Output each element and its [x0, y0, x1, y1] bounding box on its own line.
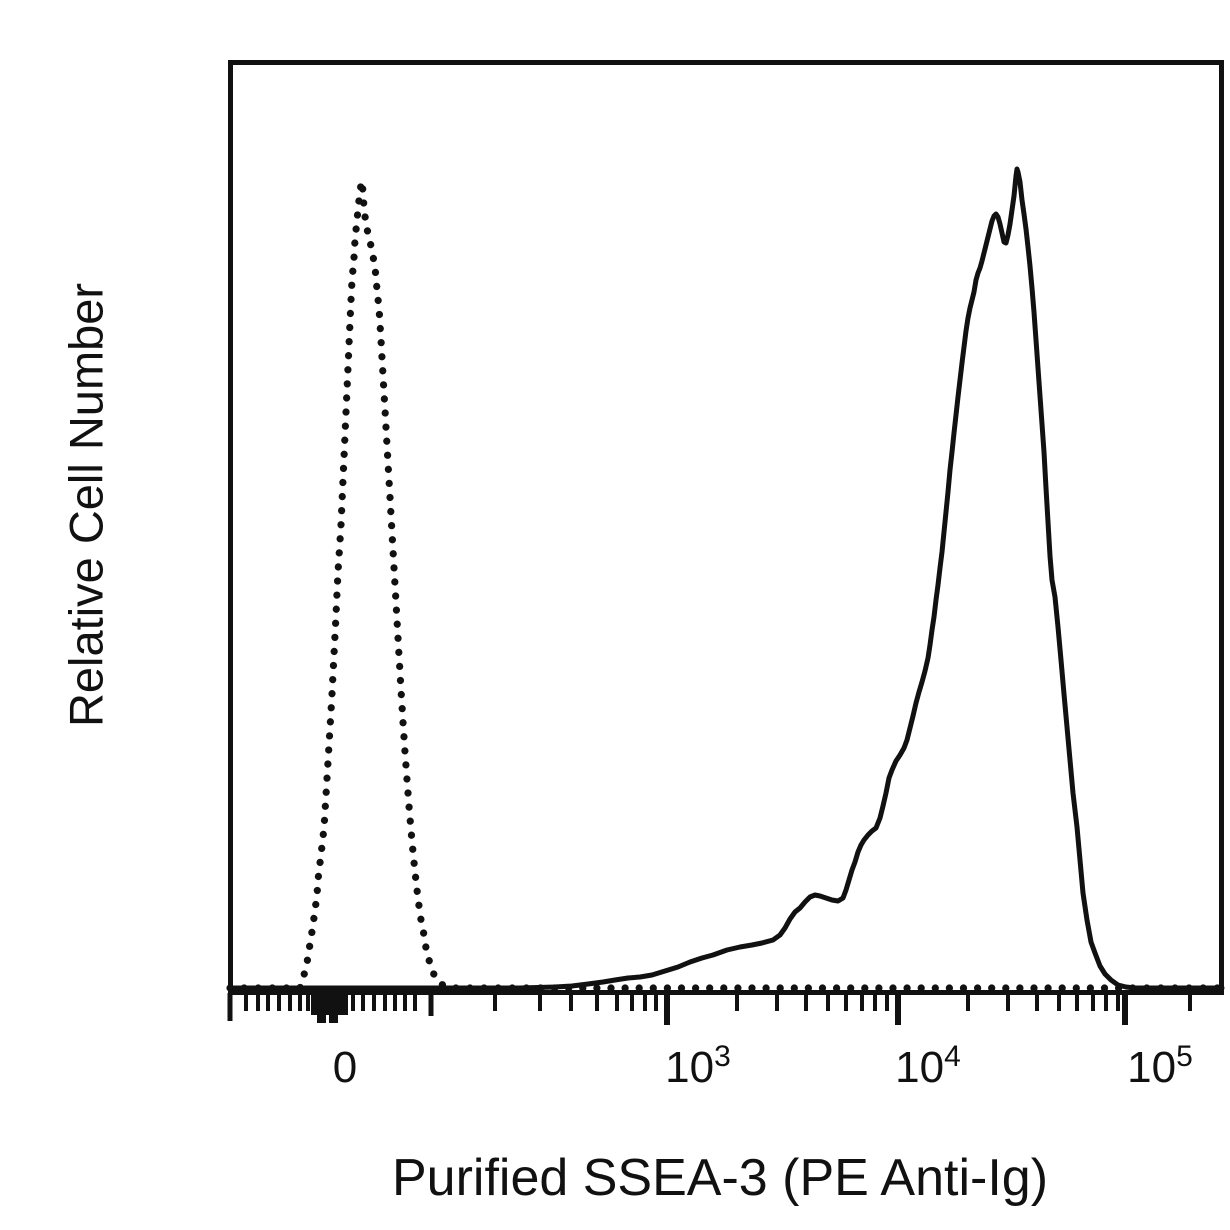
x-tick-label-exponent: 3 — [714, 1040, 731, 1073]
x-intermediate-tick — [227, 993, 233, 1021]
x-tick-label-exponent: 5 — [1176, 1040, 1193, 1073]
x-minor-tick — [630, 993, 634, 1011]
x-minor-tick — [735, 993, 739, 1011]
x-minor-tick — [266, 993, 270, 1011]
x-minor-tick — [306, 993, 310, 1011]
x-minor-tick — [804, 993, 808, 1011]
x-minor-tick — [1116, 993, 1120, 1011]
x-major-tick — [895, 993, 901, 1025]
x-minor-tick — [873, 993, 877, 1011]
y-axis-title: Relative Cell Number — [59, 282, 113, 728]
x-minor-tick — [383, 993, 387, 1011]
x-tick-label-exponent: 4 — [944, 1040, 961, 1073]
x-minor-tick — [643, 993, 647, 1011]
x-minor-tick — [1091, 993, 1095, 1011]
x-minor-tick — [403, 993, 407, 1011]
x-minor-tick — [826, 993, 830, 1011]
x-tick-label-0: 0 — [333, 1046, 357, 1090]
x-tick-label-1e5: 105 — [1127, 1042, 1193, 1092]
x-tick-label-base: 10 — [1127, 1043, 1177, 1092]
x-tick-label-base: 0 — [332, 1043, 358, 1092]
x-tick-label-base: 10 — [665, 1043, 715, 1092]
x-major-tick — [664, 993, 670, 1025]
x-minor-tick — [595, 993, 599, 1011]
x-minor-tick — [1035, 993, 1039, 1011]
x-major-tick — [1122, 993, 1128, 1025]
x-minor-tick — [885, 993, 889, 1011]
x-minor-tick — [493, 993, 497, 1011]
plot-border — [228, 60, 1224, 995]
x-minor-tick — [615, 993, 619, 1011]
x-zero-tick-cluster — [329, 993, 338, 1023]
x-intermediate-tick — [428, 993, 434, 1016]
x-minor-tick — [298, 993, 302, 1011]
x-minor-tick — [256, 993, 260, 1011]
x-minor-tick — [1075, 993, 1079, 1011]
x-tick-label-1e3: 103 — [665, 1042, 731, 1092]
x-minor-tick — [860, 993, 864, 1011]
x-minor-tick — [1104, 993, 1108, 1011]
x-minor-tick — [538, 993, 542, 1011]
x-minor-tick — [1188, 993, 1192, 1011]
x-minor-tick — [1057, 993, 1061, 1011]
x-minor-tick — [413, 993, 417, 1011]
x-tick-label-base: 10 — [895, 1043, 945, 1092]
x-minor-tick — [654, 993, 658, 1011]
x-minor-tick — [775, 993, 779, 1011]
x-minor-tick — [393, 993, 397, 1011]
x-minor-tick — [372, 993, 376, 1011]
x-minor-tick — [277, 993, 281, 1011]
x-minor-tick — [1006, 993, 1010, 1011]
x-tick-label-1e4: 104 — [895, 1042, 961, 1092]
x-minor-tick — [244, 993, 248, 1011]
x-minor-tick — [844, 993, 848, 1011]
control-dotted-curve — [226, 177, 1226, 992]
x-zero-tick-cluster — [317, 993, 326, 1023]
x-minor-tick — [966, 993, 970, 1011]
stained-solid-curve — [227, 166, 1225, 991]
x-minor-tick — [351, 993, 355, 1011]
x-minor-tick — [361, 993, 365, 1011]
x-minor-tick — [569, 993, 573, 1011]
x-axis-title: Purified SSEA-3 (PE Anti-Ig) — [391, 1149, 1049, 1207]
x-minor-tick — [288, 993, 292, 1011]
